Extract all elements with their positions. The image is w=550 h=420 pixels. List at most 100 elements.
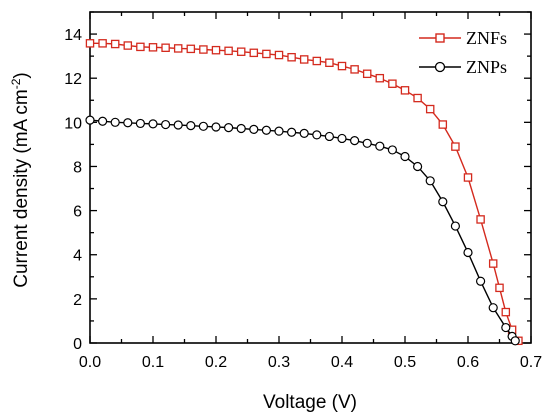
data-point-znps <box>287 127 297 137</box>
data-point-znps <box>97 116 108 126</box>
y-tick-label: 2 <box>73 292 82 309</box>
legend-entry-znfs: ZNFs <box>419 28 507 48</box>
data-point-znps <box>488 303 498 313</box>
legend-marker-znps <box>434 61 446 73</box>
x-tick-label: 0.2 <box>205 354 227 371</box>
data-point-znfs <box>262 49 271 59</box>
legend: ZNFs ZNPs <box>419 28 507 77</box>
y-tick-label: 0 <box>73 336 82 353</box>
x-tick-label: 0.1 <box>142 354 164 371</box>
data-point-znfs <box>388 79 397 88</box>
chart-marks: 0.0 0.1 0.2 0.3 0.4 0.5 0.6 0.7 0 2 4 6 8 10 12 14 <box>64 11 542 371</box>
data-point-znps <box>110 117 120 127</box>
data-point-znps <box>387 145 397 155</box>
y-tick-label: 4 <box>73 248 82 265</box>
data-point-znfs <box>488 259 498 268</box>
data-point-znfs <box>476 215 485 224</box>
data-point-znfs <box>211 45 221 55</box>
x-tick-label: 0.4 <box>331 354 353 371</box>
data-point-znfs <box>110 39 120 49</box>
data-point-znfs <box>173 44 183 53</box>
legend-marker-znfs <box>435 33 445 43</box>
data-point-znps <box>249 124 259 134</box>
data-point-znps <box>413 161 423 172</box>
x-tick-label: 0.5 <box>394 354 416 371</box>
data-point-znfs <box>425 104 435 114</box>
data-point-znfs <box>337 61 347 71</box>
data-point-znfs <box>413 93 422 103</box>
data-point-znps <box>299 128 309 138</box>
data-point-znps <box>274 126 284 136</box>
data-point-znps <box>135 118 145 129</box>
series-line-znfs <box>90 42 520 342</box>
data-point-znfs <box>98 39 107 48</box>
data-point-znfs <box>375 73 385 83</box>
data-point-znps <box>261 125 271 135</box>
data-point-znps <box>123 118 133 128</box>
data-point-znfs <box>123 41 133 50</box>
data-point-znps <box>400 151 410 162</box>
data-point-znps <box>224 123 234 133</box>
data-point-znps <box>463 247 473 258</box>
y-axis-title-main: Current density (mA cm <box>11 89 32 288</box>
data-point-znfs <box>312 56 322 66</box>
data-point-znps <box>85 115 95 125</box>
y-axis-title: Current density (mA cm-2) <box>9 72 32 288</box>
x-axis-title: Voltage (V) <box>263 392 357 413</box>
data-point-znfs <box>199 45 208 54</box>
data-point-znps <box>450 221 460 231</box>
data-point-znfs <box>325 58 334 68</box>
legend-entry-znps: ZNPs <box>419 57 507 77</box>
data-point-znfs <box>400 86 410 95</box>
data-point-znps <box>350 136 360 146</box>
data-point-znfs <box>438 120 448 129</box>
x-tick-label: 0.6 <box>457 354 479 371</box>
data-point-znps <box>425 176 435 186</box>
legend-label-znps: ZNPs <box>466 57 507 77</box>
y-tick-label: 8 <box>73 159 82 176</box>
data-point-znfs <box>148 43 158 52</box>
y-tick-label: 6 <box>73 204 82 221</box>
y-axis-title-superscript: -2 <box>9 78 23 89</box>
data-point-znps <box>375 141 385 151</box>
x-tick-label: 0.3 <box>268 354 290 371</box>
data-point-znfs <box>224 46 233 56</box>
data-point-znps <box>438 197 448 207</box>
data-point-znfs <box>136 42 145 52</box>
x-tick-label: 0.7 <box>520 354 542 371</box>
data-point-znfs <box>451 142 460 151</box>
data-point-znfs <box>299 55 309 64</box>
data-point-znfs <box>85 39 95 48</box>
data-point-znps <box>501 322 511 333</box>
data-point-znps <box>362 138 372 148</box>
y-tick-label: 10 <box>64 115 82 132</box>
data-point-znps <box>510 336 520 346</box>
data-point-znfs <box>495 283 504 293</box>
data-point-znps <box>476 276 486 286</box>
data-point-znps <box>173 120 183 130</box>
data-point-znps <box>312 130 322 140</box>
data-point-znfs <box>501 307 511 317</box>
data-point-znps <box>198 121 208 131</box>
data-point-znfs <box>274 50 284 60</box>
data-point-znps <box>211 122 221 132</box>
y-tick-label: 14 <box>64 27 82 44</box>
x-tick-label: 0.0 <box>79 354 101 371</box>
data-point-znps <box>148 119 158 129</box>
data-point-znfs <box>186 44 196 54</box>
data-point-znfs <box>287 52 296 62</box>
y-tick-label: 12 <box>64 71 82 88</box>
data-point-znps <box>161 119 171 130</box>
data-point-znps <box>337 133 347 144</box>
data-point-znfs <box>463 173 473 182</box>
data-point-znfs <box>249 48 259 58</box>
y-axis-title-end: ) <box>11 72 32 78</box>
data-point-znfs <box>350 65 359 74</box>
data-point-znps <box>324 131 334 142</box>
data-point-znfs <box>236 47 246 56</box>
legend-label-znfs: ZNFs <box>466 28 507 48</box>
data-point-znfs <box>362 69 372 79</box>
data-point-znps <box>186 121 196 131</box>
